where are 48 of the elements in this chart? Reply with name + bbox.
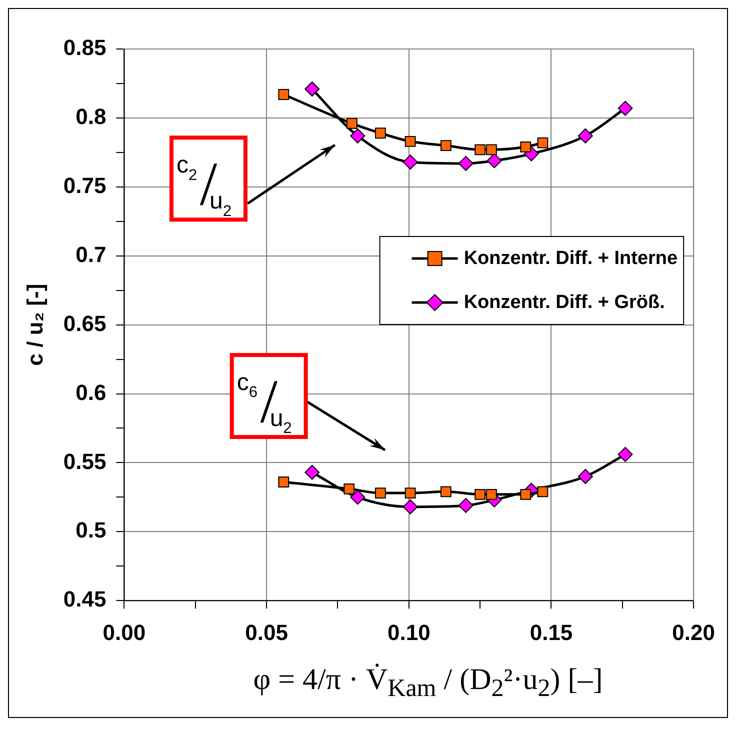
y-tick-label: 0.8	[76, 104, 106, 130]
point	[618, 100, 633, 116]
point	[578, 128, 593, 144]
y-tick-label: 0.55	[63, 448, 106, 474]
y-tick-label: 0.75	[63, 172, 106, 198]
point	[474, 488, 486, 500]
point	[344, 483, 355, 494]
point	[537, 137, 548, 148]
point	[458, 156, 474, 171]
point	[404, 488, 416, 498]
y-tick-label: 0.5	[76, 518, 106, 543]
x-tick-label: 0.10	[387, 620, 430, 645]
legend-label: Konzentr. Diff. + Interne	[464, 248, 678, 269]
y-axis-title: c / u₂ [-]	[22, 284, 48, 366]
legend-label: Konzentr. Diff. + Größ.	[464, 292, 665, 313]
x-axis-title: φ = 4/π · V̇$_{Kam}$ / (D$_{2}$²·u$_{2}$) [–]	[252, 662, 604, 704]
point	[374, 128, 386, 139]
point	[440, 486, 452, 498]
point	[304, 464, 320, 480]
point	[537, 486, 548, 498]
point	[346, 118, 358, 129]
y-tick-label: 0.45	[63, 586, 106, 612]
point	[474, 144, 486, 156]
point	[350, 490, 366, 505]
point	[486, 153, 502, 168]
point	[618, 446, 633, 462]
point	[402, 499, 418, 514]
y-tick-label: 0.65	[63, 310, 106, 336]
point	[486, 488, 497, 500]
point	[520, 141, 532, 152]
y-tick-label: 0.7	[76, 242, 106, 267]
x-tick-label: 0.05	[245, 620, 288, 645]
x-tick-label: 0.00	[102, 620, 146, 645]
y-tick-label: 0.85	[63, 35, 106, 60]
point	[578, 468, 593, 484]
point	[278, 476, 290, 488]
x-tick-label: 0.15	[530, 620, 573, 645]
point	[402, 154, 418, 170]
point	[304, 81, 320, 96]
point	[374, 488, 386, 498]
point	[440, 140, 452, 151]
point	[458, 498, 474, 513]
point	[350, 128, 366, 144]
point	[278, 89, 290, 100]
point	[404, 136, 416, 147]
point	[486, 144, 497, 156]
x-tick-label: 0.20	[672, 620, 716, 645]
y-tick-label: 0.6	[76, 380, 106, 405]
